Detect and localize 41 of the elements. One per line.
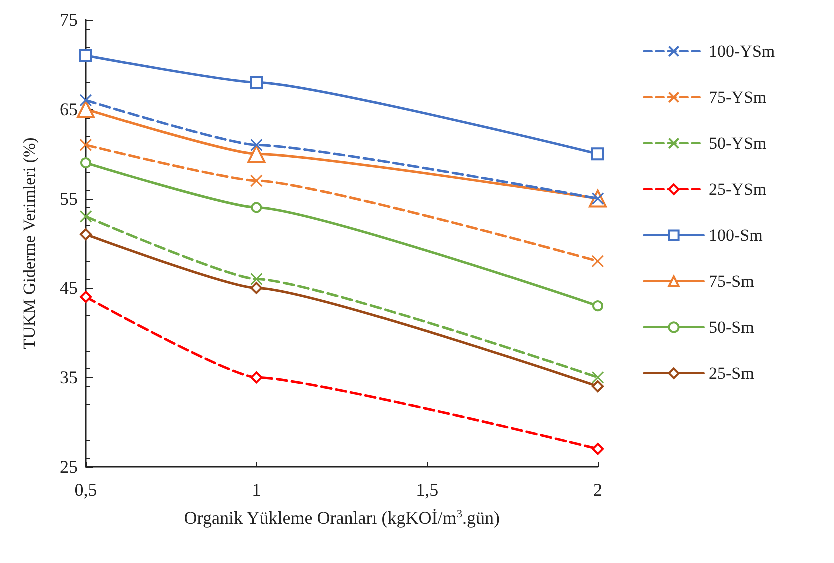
point	[592, 300, 604, 312]
x-tick-label: 0,5	[74, 480, 98, 500]
point	[80, 228, 92, 241]
legend-label: 100-YSm	[709, 42, 776, 61]
point	[77, 100, 95, 118]
legend-label: 25-Sm	[709, 364, 754, 383]
point	[80, 49, 92, 62]
point	[250, 138, 263, 152]
x-tick-label: 1,5	[416, 480, 439, 500]
legend-label: 100-Sm	[709, 226, 763, 245]
point	[248, 145, 266, 164]
y-tick-label: 65	[60, 99, 78, 120]
point	[250, 273, 263, 286]
legend-label: 75-Sm	[709, 272, 754, 291]
point	[592, 380, 604, 393]
point	[80, 158, 92, 169]
point	[251, 202, 262, 214]
point	[250, 174, 263, 188]
point	[250, 372, 263, 384]
point	[250, 76, 264, 90]
point	[592, 443, 604, 456]
legend-label: 50-YSm	[709, 134, 767, 153]
point	[592, 371, 604, 384]
legend-label: 50-Sm	[709, 318, 754, 337]
y-tick-label: 55	[60, 188, 78, 209]
legend-label: 25-YSm	[709, 180, 767, 199]
legend-label: 75-YSm	[709, 88, 767, 107]
point	[80, 210, 92, 223]
y-tick-label: 25	[60, 457, 78, 477]
point	[80, 291, 92, 304]
point	[80, 138, 92, 152]
point	[80, 94, 92, 107]
point	[592, 148, 604, 161]
point	[250, 282, 263, 294]
y-tick-label: 35	[60, 368, 78, 388]
y-tick-label: 75	[60, 10, 78, 30]
x-tick-label: 2	[594, 480, 602, 500]
x-tick-label: 1	[252, 480, 262, 500]
point	[592, 255, 604, 268]
y-tick-label: 45	[60, 278, 78, 298]
y-axis-title: TUKM Giderme Verimleri (%)	[20, 138, 39, 350]
